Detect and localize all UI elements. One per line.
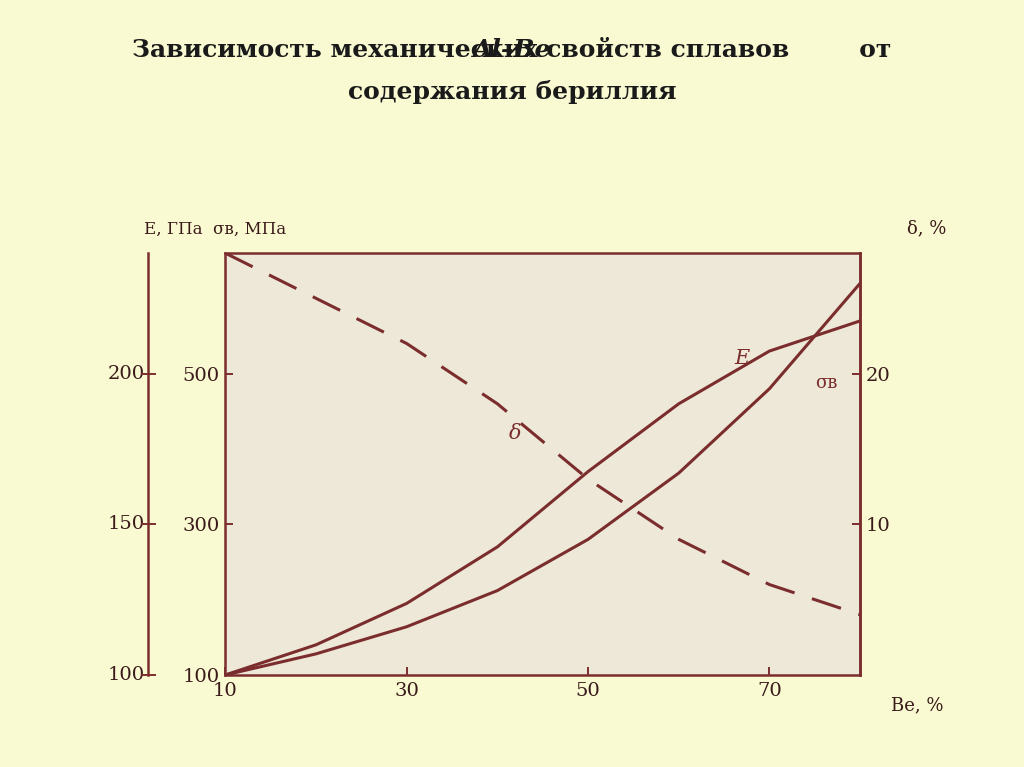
Text: E, ГПа  σв, МПа: E, ГПа σв, МПа xyxy=(144,221,286,238)
Text: 150: 150 xyxy=(108,515,144,533)
Text: Al–Be: Al–Be xyxy=(473,38,551,62)
Text: Зависимость механических свойств сплавов        от: Зависимость механических свойств сплавов… xyxy=(132,38,892,62)
Text: 200: 200 xyxy=(108,364,144,383)
Text: E: E xyxy=(734,349,750,368)
Text: содержания бериллия: содержания бериллия xyxy=(348,80,676,104)
Text: 100: 100 xyxy=(108,666,144,684)
Text: σв: σв xyxy=(815,374,838,392)
Text: Be, %: Be, % xyxy=(891,696,943,715)
Text: δ: δ xyxy=(509,424,522,443)
Text: δ, %: δ, % xyxy=(907,220,946,238)
